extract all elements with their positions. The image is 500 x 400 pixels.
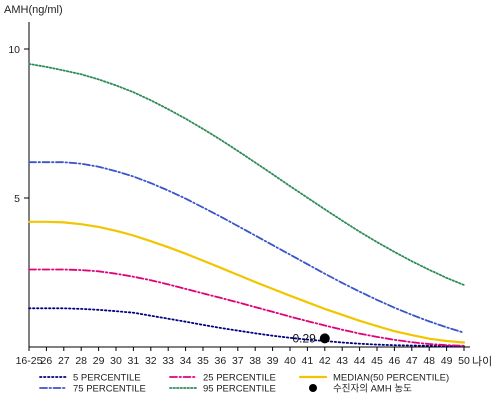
x-tick-label: 30	[110, 355, 122, 367]
x-tick-label: 48	[423, 355, 435, 367]
y-axis-title: AMH(ng/ml)	[4, 4, 63, 16]
x-tick-label: 31	[128, 355, 140, 367]
legend-label-0: 5 PERCENTILE	[73, 373, 141, 384]
x-tick-label: 32	[145, 355, 157, 367]
legend: 5 PERCENTILE 25 PERCENTILE MEDIAN(50 PERCE…	[39, 373, 449, 395]
legend-label-patient: 수진자의 AMH 농도	[333, 384, 412, 395]
x-tick-label: 35	[197, 355, 209, 367]
x-tick-label: 38	[249, 355, 261, 367]
x-tick-label: 29	[93, 355, 105, 367]
x-tick-label: 47	[406, 355, 418, 367]
legend-label-4: 95 PERCENTILE	[203, 384, 276, 395]
x-tick-label: 27	[58, 355, 70, 367]
series-line-0	[28, 307, 465, 348]
series-line-4	[28, 63, 465, 286]
x-tick-label: 40	[284, 355, 296, 367]
y-ticks: 5 10	[8, 44, 29, 205]
y-tick-label: 5	[14, 193, 20, 205]
x-tick-label: 39	[267, 355, 279, 367]
x-tick-label: 45	[371, 355, 383, 367]
x-tick-label: 37	[232, 355, 244, 367]
x-tick-label: 28	[75, 355, 87, 367]
x-tick-label: 33	[162, 355, 174, 367]
legend-label-3: 75 PERCENTILE	[73, 384, 146, 395]
legend-swatch-patient	[309, 384, 317, 392]
legend-label-1: 25 PERCENTILE	[203, 373, 276, 384]
y-tick-label: 10	[8, 44, 20, 56]
x-tick-label: 50	[458, 355, 470, 367]
x-axis-title: 나이	[472, 355, 492, 368]
series-line-2	[27, 220, 466, 344]
series-line-1	[28, 268, 465, 347]
x-tick-label: 43	[336, 355, 348, 367]
x-tick-label: 26	[41, 355, 53, 367]
patient-amh-point	[319, 333, 330, 344]
patient-amh-value-label: 0.29	[292, 331, 316, 345]
x-tick-label: 16-25	[16, 355, 43, 367]
axes	[28, 22, 470, 348]
legend-label-2: MEDIAN(50 PERCENTILE)	[333, 373, 449, 384]
x-tick-label: 49	[441, 355, 453, 367]
x-tick-label: 41	[302, 355, 314, 367]
series-line-3	[28, 161, 465, 334]
patient-marker-group: 0.29	[292, 331, 330, 345]
x-tick-label: 34	[180, 355, 192, 367]
x-tick-label: 42	[319, 355, 331, 367]
x-tick-label: 46	[389, 355, 401, 367]
x-tick-label: 36	[215, 355, 227, 367]
series-lines	[27, 63, 466, 348]
x-tick-label: 44	[354, 355, 366, 367]
